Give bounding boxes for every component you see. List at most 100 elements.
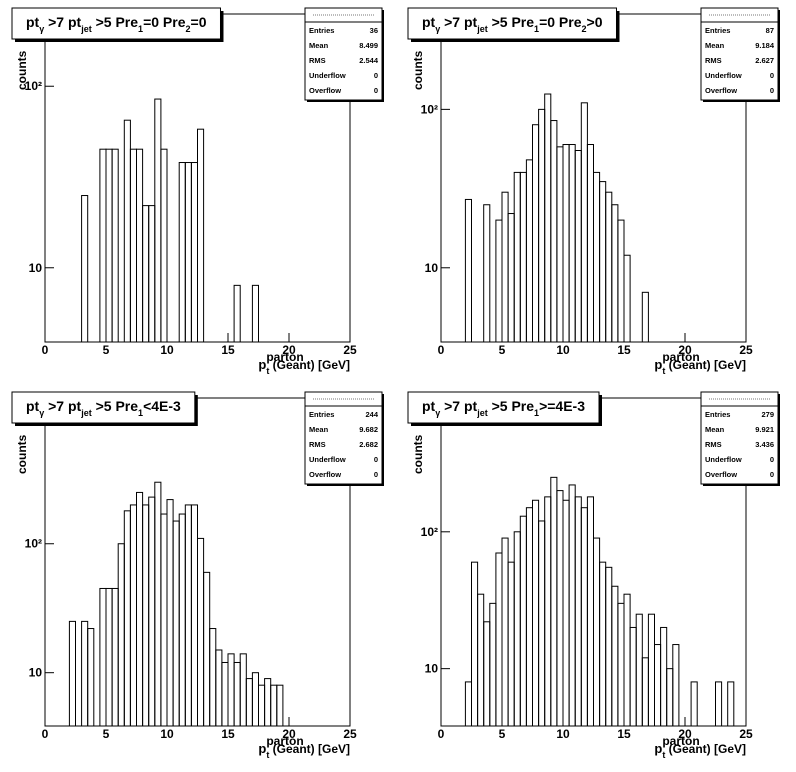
histogram-bin [111, 148, 119, 343]
title-part: pt [422, 14, 436, 30]
title-box [11, 391, 196, 424]
x-tick-label: 5 [499, 727, 506, 741]
stats-name: Entries [705, 26, 730, 35]
y-tick-label: 10 [425, 662, 439, 676]
stats-box [304, 391, 383, 485]
stats-value: 87 [766, 26, 774, 35]
stats-value: 36 [370, 26, 378, 35]
stats-value: 9.682 [359, 425, 378, 434]
stats-box [700, 7, 779, 101]
histogram-bin [197, 128, 205, 343]
x-tick-label: 25 [739, 343, 753, 357]
stats-name: Overflow [309, 86, 341, 95]
y-axis-label: counts [411, 50, 425, 90]
title-subscript: γ [39, 408, 44, 418]
title-part: =0 [191, 14, 207, 30]
stats-value: 0 [770, 86, 774, 95]
title-subscript: 2 [186, 24, 191, 34]
x-axis-label: pt (Geant) [GeV] [654, 741, 746, 760]
x-tick-label: 15 [221, 343, 235, 357]
title-part: >0 [587, 14, 603, 30]
x-label-sub: t [266, 750, 269, 760]
stats-name: Overflow [705, 470, 737, 479]
stats-box [700, 391, 779, 485]
stats-name: Underflow [705, 71, 742, 80]
histogram-bin [672, 644, 680, 727]
x-label-sub: t [662, 750, 665, 760]
x-tick-label: 10 [556, 727, 570, 741]
y-axis-label: counts [15, 50, 29, 90]
x-tick-label: 10 [160, 727, 174, 741]
y-tick-label: 10 [29, 666, 43, 680]
y-tick-label: 10² [25, 537, 42, 551]
x-tick-label: 15 [617, 727, 631, 741]
histogram-bin [276, 684, 284, 727]
stats-name: RMS [705, 56, 722, 65]
title-part: <4E-3 [143, 398, 181, 414]
stats-value: 0 [374, 86, 378, 95]
stats-name: Underflow [309, 71, 346, 80]
histogram-bin [483, 204, 491, 343]
title-box [407, 7, 617, 40]
histogram-bin [727, 681, 735, 727]
histogram-bin [160, 148, 168, 343]
stats-value: 2.627 [755, 56, 774, 65]
x-tick-label: 0 [438, 343, 445, 357]
title-part: >7 pt [44, 398, 81, 414]
x-label-base: p [654, 741, 662, 756]
histogram-bin [641, 291, 649, 343]
title-part: >7 pt [44, 14, 81, 30]
title-part: >=4E-3 [539, 398, 585, 414]
x-axis-label: pt (Geant) [GeV] [654, 357, 746, 376]
x-label-sup: parton [266, 350, 303, 364]
stats-name: Overflow [705, 86, 737, 95]
x-tick-label: 5 [103, 727, 110, 741]
stats-name: RMS [309, 440, 326, 449]
title-part: >5 Pre [92, 398, 139, 414]
stats-name: Underflow [705, 455, 742, 464]
stats-name: Entries [309, 410, 334, 419]
y-tick-label: 10 [425, 261, 439, 275]
x-tick-label: 0 [438, 727, 445, 741]
stats-value: 3.436 [755, 440, 774, 449]
x-label-rest: (Geant) [GeV] [269, 742, 350, 756]
chart-title: ptγ >7 ptjet >5 Pre1<4E-3 [26, 398, 181, 418]
x-label-rest: (Geant) [GeV] [269, 358, 350, 372]
stats-value: 0 [374, 455, 378, 464]
stats-value: 0 [770, 470, 774, 479]
title-box [11, 7, 221, 40]
title-part: >5 Pre [488, 14, 535, 30]
histogram-bin [81, 195, 89, 343]
stats-name: RMS [309, 56, 326, 65]
title-part: >5 Pre [488, 398, 535, 414]
stats-value: 2.544 [359, 56, 379, 65]
stats-value: 0 [374, 470, 378, 479]
x-tick-label: 5 [103, 343, 110, 357]
x-tick-label: 20 [282, 343, 296, 357]
histogram-bin [233, 284, 241, 343]
stats-name: Underflow [309, 455, 346, 464]
histogram-bin [251, 284, 259, 343]
histogram-bin [87, 628, 95, 727]
stats-box [304, 7, 383, 101]
title-subscript: γ [435, 408, 440, 418]
x-label-sup: parton [662, 350, 699, 364]
title-part: pt [422, 398, 436, 414]
x-tick-label: 25 [739, 727, 753, 741]
x-tick-label: 20 [282, 727, 296, 741]
title-part: pt [26, 398, 40, 414]
stats-value: 0 [770, 71, 774, 80]
title-subscript: 1 [138, 24, 143, 34]
x-tick-label: 10 [160, 343, 174, 357]
x-label-rest: (Geant) [GeV] [665, 742, 746, 756]
title-part: >7 pt [440, 398, 477, 414]
stats-name: Entries [705, 410, 730, 419]
title-subscript: 1 [534, 408, 539, 418]
stats-value: 9.921 [755, 425, 774, 434]
x-tick-label: 5 [499, 343, 506, 357]
chart-title: ptγ >7 ptjet >5 Pre1=0 Pre2=0 [26, 14, 207, 34]
